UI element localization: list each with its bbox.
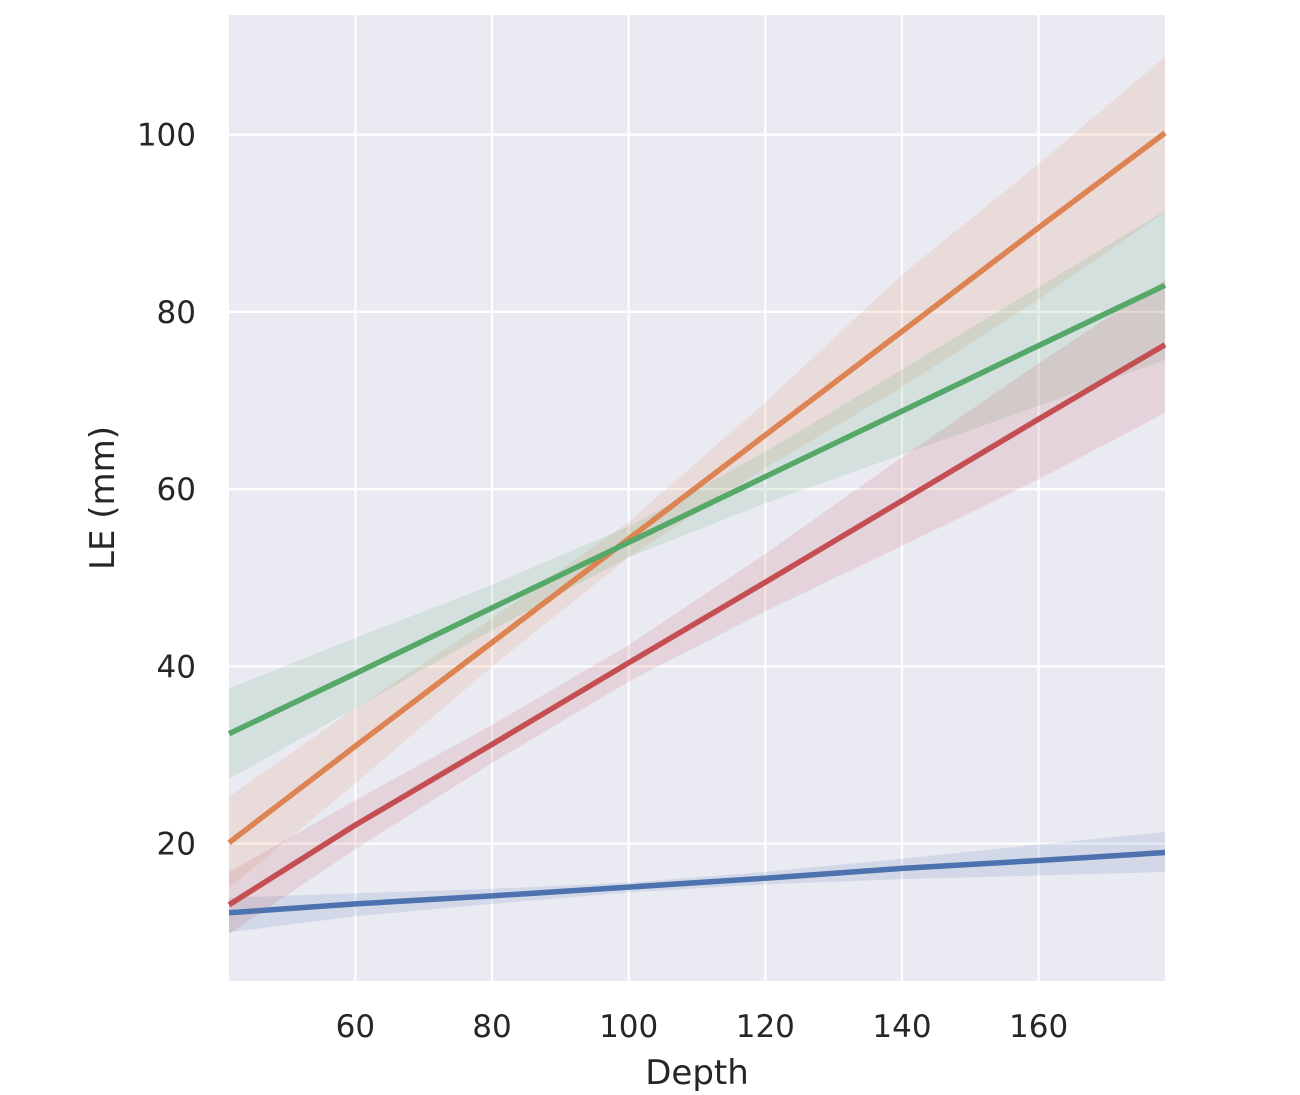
x-tick-label: 140 (872, 1009, 931, 1045)
y-tick-label: 40 (157, 649, 196, 685)
y-tick-labels: 20 40 60 80 100 (137, 118, 196, 863)
x-tick-label: 60 (336, 1009, 375, 1045)
confidence-band-3 (229, 210, 1165, 779)
regression-line-2 (227, 130, 1167, 845)
regression-line-4 (227, 342, 1167, 908)
y-tick-label: 60 (157, 472, 196, 508)
x-tick-label: 80 (472, 1009, 511, 1045)
x-tick-label: 100 (599, 1009, 658, 1045)
plot-background (229, 15, 1165, 981)
confidence-band-2 (229, 56, 1165, 888)
confidence-band-4 (229, 280, 1165, 934)
y-tick-label: 100 (137, 118, 196, 154)
grid-lines (229, 15, 1165, 981)
confidence-bands (229, 56, 1165, 934)
y-axis-label: LE (mm) (83, 426, 123, 570)
x-axis-label: Depth (645, 1053, 749, 1093)
regression-line-3 (227, 282, 1167, 737)
regression-line-1 (228, 849, 1166, 916)
y-tick-label: 80 (157, 295, 196, 331)
regression-lines (227, 130, 1167, 916)
x-tick-labels: 60 80 100 120 140 160 (336, 1009, 1069, 1045)
y-tick-label: 20 (157, 827, 196, 863)
x-tick-label: 120 (736, 1009, 795, 1045)
x-tick-label: 160 (1009, 1009, 1068, 1045)
